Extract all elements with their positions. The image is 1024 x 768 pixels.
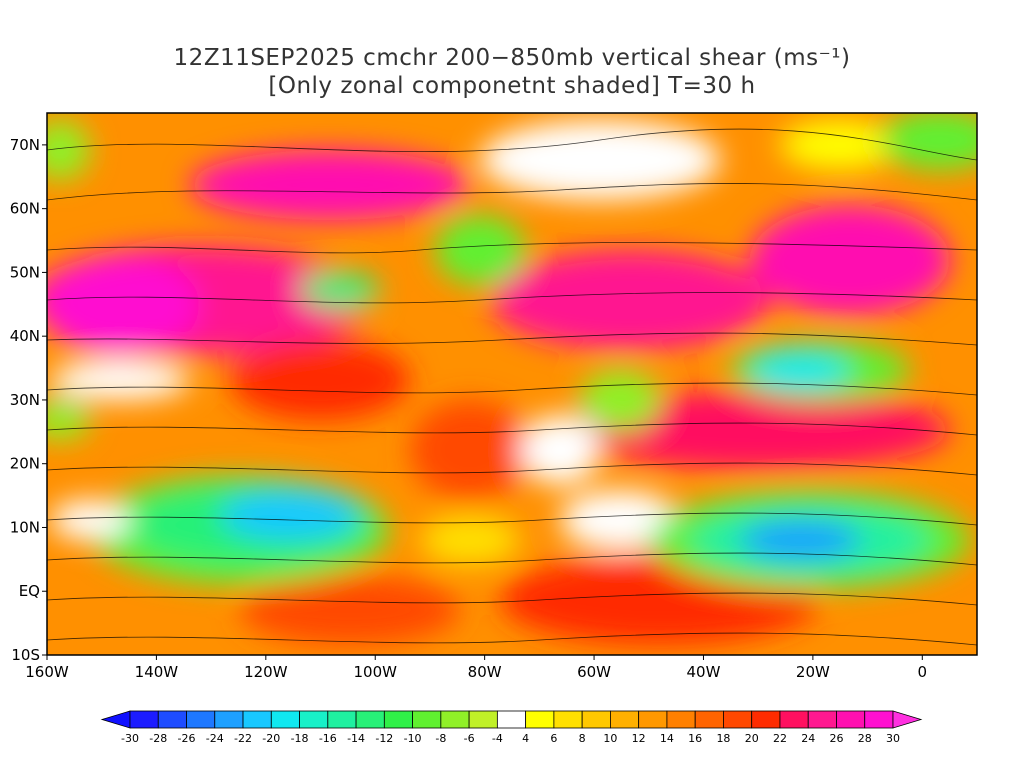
colorbar-swatch (638, 710, 668, 729)
colorbar-label: 28 (858, 732, 872, 745)
shear-field (47, 113, 977, 655)
colorbar-swatch (186, 710, 216, 729)
lon-label: 20W (796, 663, 830, 681)
colorbar-swatch (581, 710, 611, 729)
colorbar-label: 24 (801, 732, 815, 745)
colorbar-label: -30 (121, 732, 139, 745)
colorbar-swatch (129, 710, 159, 729)
colorbar-label: 30 (886, 732, 900, 745)
colorbar-label: 14 (660, 732, 674, 745)
colorbar-label: -4 (492, 732, 503, 745)
colorbar-label: -8 (435, 732, 446, 745)
colorbar-right-arrow (892, 710, 923, 729)
longitude-axis: 160W 140W 120W 100W 80W 60W 40W 20W 0 (25, 655, 927, 681)
colorbar-swatch (242, 710, 272, 729)
colorbar-label: -26 (178, 732, 196, 745)
latitude-axis: 70N 60N 50N 40N 30N 20N 10N EQ 10S (10, 136, 47, 664)
lon-label: 60W (577, 663, 611, 681)
colorbar-label: -10 (404, 732, 422, 745)
lon-label: 100W (354, 663, 398, 681)
colorbar-swatch (610, 710, 640, 729)
colorbar-label: -6 (464, 732, 475, 745)
lat-label: 60N (10, 200, 40, 218)
colorbar-swatch (299, 710, 329, 729)
colorbar-label: -20 (262, 732, 280, 745)
colorbar-swatch (836, 710, 866, 729)
lon-label: 140W (135, 663, 179, 681)
colorbar-swatch (751, 710, 781, 729)
colorbar-swatch (157, 710, 187, 729)
lat-label: 70N (10, 136, 40, 154)
colorbar-label: 22 (773, 732, 787, 745)
lat-label: 10N (10, 518, 40, 536)
title-line-1: 12Z11SEP2025 cmchr 200−850mb vertical sh… (173, 45, 851, 71)
colorbar-label: -12 (375, 732, 393, 745)
colorbar-label: 20 (745, 732, 759, 745)
colorbar-swatch (779, 710, 809, 729)
title-line-2: [Only zonal componetnt shaded] T=30 h (268, 73, 756, 99)
colorbar-label: 10 (603, 732, 617, 745)
colorbar-label: 18 (716, 732, 730, 745)
colorbar-label: -24 (206, 732, 224, 745)
colorbar-label: 6 (550, 732, 557, 745)
colorbar-label: -16 (319, 732, 337, 745)
lat-label: EQ (19, 582, 40, 600)
lon-label: 120W (244, 663, 288, 681)
lon-label: 160W (25, 663, 69, 681)
colorbar-swatch (440, 710, 470, 729)
colorbar-swatch (553, 710, 583, 729)
colorbar-label: 16 (688, 732, 702, 745)
colorbar-left-arrow (100, 710, 131, 729)
colorbar-swatch (327, 710, 357, 729)
colorbar-label: -14 (347, 732, 365, 745)
colorbar-swatch (723, 710, 753, 729)
colorbar-label: 26 (829, 732, 843, 745)
lat-label: 50N (10, 263, 40, 281)
lat-label: 40N (10, 327, 40, 345)
colorbar-swatch (525, 710, 555, 729)
colorbar-swatch (864, 710, 894, 729)
colorbar-label: -28 (149, 732, 167, 745)
lon-label: 0 (918, 663, 928, 681)
colorbar-swatch (270, 710, 300, 729)
colorbar-label: 12 (632, 732, 646, 745)
colorbar-label: -18 (291, 732, 309, 745)
colorbar: -30 -28 -26 -24 -22 -20 -18 -16 -14 -12 -10 -8 -6 -4 4… (100, 710, 923, 745)
map-frame (46, 112, 978, 656)
lon-label: 40W (687, 663, 721, 681)
colorbar-swatch (666, 710, 696, 729)
colorbar-swatch (412, 710, 442, 729)
chart-title: 12Z11SEP2025 cmchr 200−850mb vertical sh… (0, 44, 1024, 100)
colorbar-swatch (355, 710, 385, 729)
lat-label: 10S (11, 646, 40, 664)
colorbar-swatch (214, 710, 244, 729)
colorbar-label: 8 (579, 732, 586, 745)
colorbar-swatch (496, 710, 527, 729)
colorbar-label: -22 (234, 732, 252, 745)
colorbar-swatch (694, 710, 724, 729)
lon-label: 80W (468, 663, 502, 681)
colorbar-swatch (807, 710, 837, 729)
lat-label: 20N (10, 455, 40, 473)
colorbar-swatch (383, 710, 413, 729)
lat-label: 30N (10, 391, 40, 409)
colorbar-swatch (468, 710, 498, 729)
colorbar-label: 4 (522, 732, 529, 745)
